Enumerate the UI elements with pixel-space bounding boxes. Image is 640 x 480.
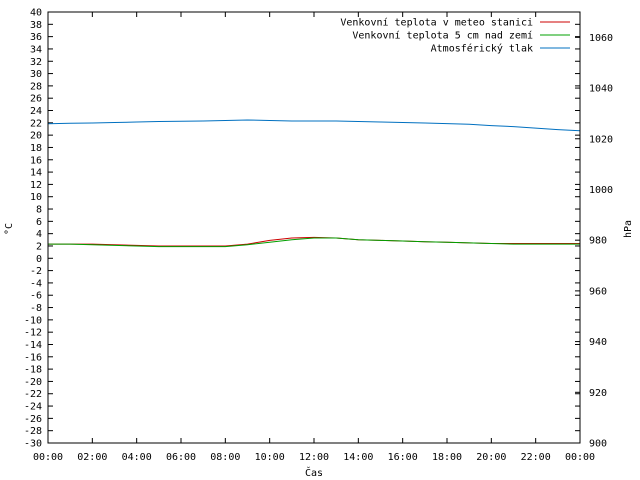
x-tick-label: 08:00 <box>210 452 240 463</box>
left-tick-label: 14 <box>30 168 42 179</box>
right-tick-label: 980 <box>589 236 607 247</box>
right-tick-label: 1060 <box>589 33 613 44</box>
x-tick-label: 20:00 <box>476 452 506 463</box>
y-axis-label-left: °C <box>4 223 15 235</box>
right-tick-label: 1040 <box>589 84 613 95</box>
left-tick-label: -6 <box>30 291 42 302</box>
x-tick-label: 16:00 <box>388 452 418 463</box>
left-tick-label: -22 <box>24 389 42 400</box>
plot-frame <box>47 11 581 444</box>
right-tick-label: 960 <box>589 286 607 297</box>
left-tick-label: 24 <box>30 106 42 117</box>
left-tick-label: 28 <box>30 81 42 92</box>
left-tick-label: 4 <box>36 229 42 240</box>
left-tick-label: 36 <box>30 32 42 43</box>
x-tick-label: 14:00 <box>343 452 373 463</box>
right-tick-label: 1020 <box>589 134 613 145</box>
legend-label: Venkovní teplota 5 cm nad zemí <box>352 30 533 42</box>
right-tick-label: 940 <box>589 337 607 348</box>
x-tick-label: 00:00 <box>33 452 63 463</box>
left-tick-label: -18 <box>24 365 42 376</box>
left-tick-label: -14 <box>24 340 42 351</box>
left-tick-label: -4 <box>30 278 42 289</box>
left-tick-label: -30 <box>24 439 42 450</box>
left-tick-label: 34 <box>30 44 42 55</box>
x-tick-label: 12:00 <box>299 452 329 463</box>
x-tick-label: 10:00 <box>255 452 285 463</box>
left-tick-label: 0 <box>36 254 42 265</box>
legend-label: Venkovní teplota v meteo stanici <box>340 17 533 29</box>
x-tick-label: 18:00 <box>432 452 462 463</box>
left-tick-label: 20 <box>30 131 42 142</box>
left-tick-label: -12 <box>24 328 42 339</box>
series-line <box>48 237 580 248</box>
y-axis-label-right: hPa <box>623 220 634 238</box>
series-line <box>48 236 580 247</box>
left-tick-label: 6 <box>36 217 42 228</box>
left-tick-label: 40 <box>30 8 42 19</box>
series-line <box>47 119 581 132</box>
left-tick-label: 8 <box>36 205 42 216</box>
x-tick-label: 06:00 <box>166 452 196 463</box>
left-tick-label: -8 <box>30 303 42 314</box>
left-tick-label: -2 <box>30 266 42 277</box>
legend: Venkovní teplota v meteo staniciVenkovní… <box>340 17 570 55</box>
left-tick-label: 22 <box>30 118 42 129</box>
left-tick-label: -24 <box>24 402 42 413</box>
left-tick-label: 30 <box>30 69 42 80</box>
right-axis-ticks: 900 920 940 960 980 1000 1020 1040 1060 <box>575 33 613 450</box>
left-tick-label: -28 <box>24 426 42 437</box>
left-tick-label: -16 <box>24 352 42 363</box>
right-tick-label: 900 <box>589 439 607 450</box>
left-tick-label: -10 <box>24 315 42 326</box>
series-layer <box>47 119 581 248</box>
legend-label: Atmosférický tlak <box>431 43 533 55</box>
left-tick-label: 10 <box>30 192 42 203</box>
left-tick-label: -26 <box>24 414 42 425</box>
right-tick-label: 920 <box>589 388 607 399</box>
left-tick-label: -20 <box>24 377 42 388</box>
left-tick-label: 26 <box>30 94 42 105</box>
left-tick-label: 16 <box>30 155 42 166</box>
left-tick-label: 18 <box>30 143 42 154</box>
left-axis-ticks: -30-28-26-24-22-20-18-16-14-12-10-8-6-4-… <box>24 8 580 450</box>
left-tick-label: 2 <box>36 241 42 252</box>
x-tick-label: 00:00 <box>565 452 595 463</box>
x-tick-label: 04:00 <box>122 452 152 463</box>
left-tick-label: 12 <box>30 180 42 191</box>
x-tick-label: 22:00 <box>521 452 551 463</box>
x-axis-label: Čas <box>305 466 323 479</box>
left-tick-label: 38 <box>30 20 42 31</box>
right-tick-label: 1000 <box>589 185 613 196</box>
x-tick-label: 02:00 <box>77 452 107 463</box>
left-tick-label: 32 <box>30 57 42 68</box>
x-axis-ticks: 00:00 02:00 04:00 06:00 08:00 10:00 12:00 14:00… <box>33 12 595 463</box>
